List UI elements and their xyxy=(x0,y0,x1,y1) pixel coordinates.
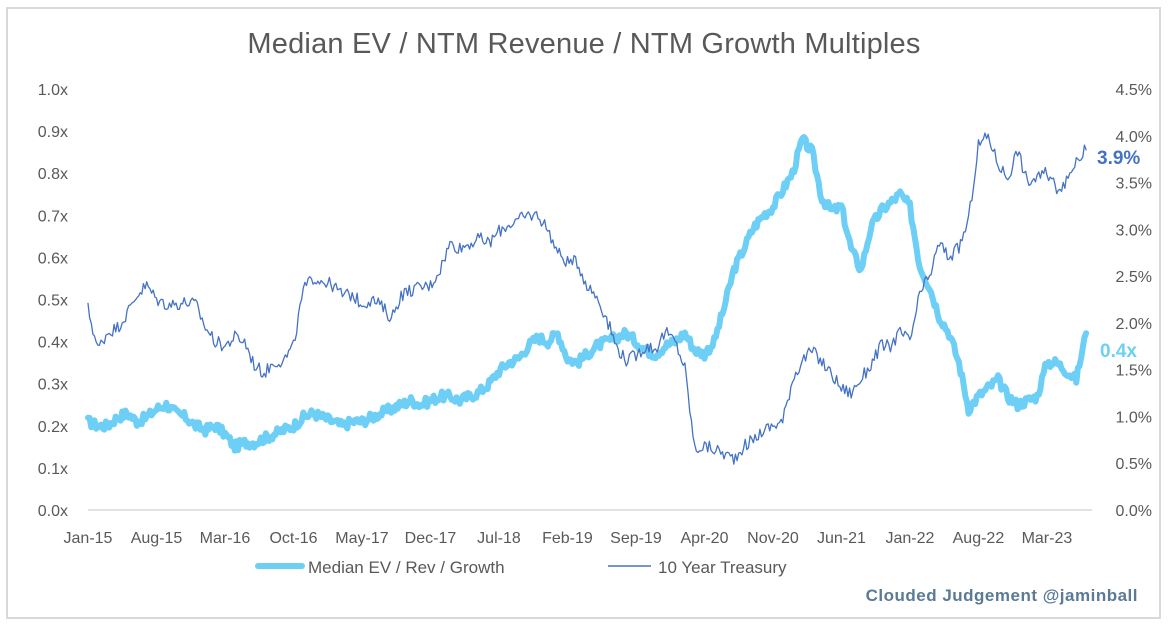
chart-frame xyxy=(6,7,1161,619)
left-axis: 0.0x 0.1x 0.2x 0.3x 0.4x 0.5x 0.6x 0.7x 0.8x 0.9x… xyxy=(38,82,68,520)
end-label-treasury: 3.9% xyxy=(1097,148,1140,169)
end-labels: 0.4x 3.9% xyxy=(1097,148,1140,362)
y-tick-label: 0.5x xyxy=(38,293,68,310)
y2-tick-label: 3.0% xyxy=(1116,222,1152,239)
x-tick-label: Jul-18 xyxy=(477,530,521,547)
right-axis: 0.0% 0.5% 1.0% 1.5% 2.0% 2.5% 3.0% 3.5% 4.0% 4.5% xyxy=(1116,82,1152,520)
y-tick-label: 0.3x xyxy=(38,377,68,394)
credit-text: Clouded Judgement @jaminball xyxy=(865,586,1138,605)
y-tick-label: 0.8x xyxy=(38,166,68,183)
x-tick-label: Mar-23 xyxy=(1022,530,1073,547)
y-tick-label: 0.1x xyxy=(38,461,68,478)
x-tick-label: Feb-19 xyxy=(542,530,593,547)
y-tick-label: 0.9x xyxy=(38,124,68,141)
series-line-median-ev-rev-growth xyxy=(85,134,1090,454)
x-tick-label: Aug-22 xyxy=(953,530,1005,547)
legend-label-median: Median EV / Rev / Growth xyxy=(308,558,505,577)
x-tick-label: Nov-20 xyxy=(747,530,799,547)
x-tick-label: Jan-15 xyxy=(64,530,113,547)
series-line-10-year-treasury xyxy=(87,132,1087,465)
y2-tick-label: 4.5% xyxy=(1116,82,1152,99)
chart-title: Median EV / NTM Revenue / NTM Growth Mul… xyxy=(247,28,921,60)
y-tick-label: 1.0x xyxy=(38,82,68,99)
y2-tick-label: 2.5% xyxy=(1116,269,1152,286)
x-tick-label: Apr-20 xyxy=(680,530,728,547)
x-tick-label: Sep-19 xyxy=(610,530,662,547)
x-tick-label: May-17 xyxy=(335,530,388,547)
legend-label-treasury: 10 Year Treasury xyxy=(658,558,787,577)
y2-tick-label: 1.0% xyxy=(1116,409,1152,426)
y-tick-label: 0.7x xyxy=(38,208,68,225)
end-label-median: 0.4x xyxy=(1100,341,1137,362)
y-tick-label: 0.6x xyxy=(38,250,68,267)
x-tick-label: Mar-16 xyxy=(200,530,251,547)
y2-tick-label: 1.5% xyxy=(1116,363,1152,380)
y2-tick-label: 4.0% xyxy=(1116,129,1152,146)
y-tick-label: 0.2x xyxy=(38,419,68,436)
x-tick-label: Aug-15 xyxy=(131,530,183,547)
x-tick-label: Dec-17 xyxy=(405,530,457,547)
legend: Median EV / Rev / Growth 10 Year Treasur… xyxy=(255,558,787,577)
x-tick-label: Jun-21 xyxy=(817,530,866,547)
x-tick-label: Jan-22 xyxy=(885,530,934,547)
y-tick-label: 0.0x xyxy=(38,503,68,520)
x-axis: Jan-15 Aug-15 Mar-16 Oct-16 May-17 Dec-17 Jul-… xyxy=(64,530,1073,547)
y2-tick-label: 0.0% xyxy=(1116,503,1152,520)
x-tick-label: Oct-16 xyxy=(269,530,317,547)
y2-tick-label: 0.5% xyxy=(1116,456,1152,473)
plot-area xyxy=(85,132,1090,465)
y-tick-label: 0.4x xyxy=(38,335,68,352)
y2-tick-label: 2.0% xyxy=(1116,316,1152,333)
y2-tick-label: 3.5% xyxy=(1116,176,1152,193)
